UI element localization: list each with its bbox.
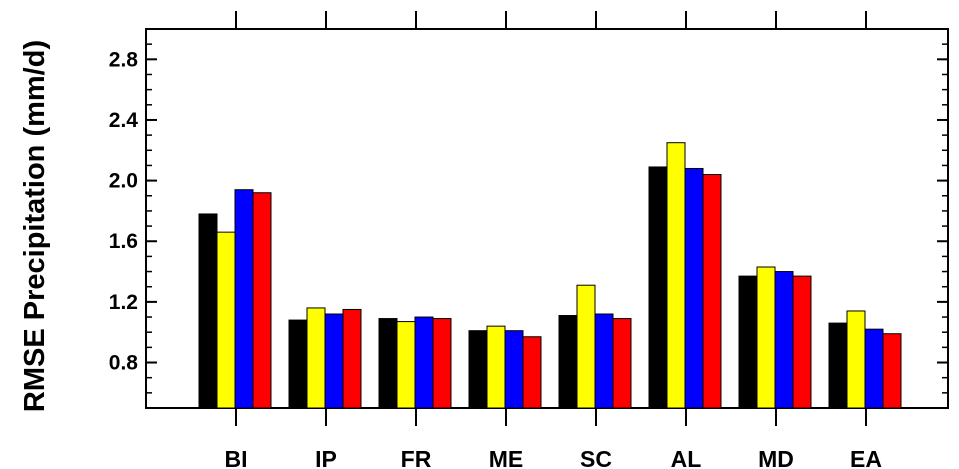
bar (198, 213, 218, 409)
bar (774, 271, 794, 409)
bar (684, 167, 704, 409)
bar (234, 189, 254, 409)
bar (702, 174, 722, 409)
bars (198, 142, 902, 409)
category-labels: BI IP FR ME SC AL MD EA (225, 446, 882, 469)
bar (288, 319, 308, 409)
y-tick-label: 0.8 (109, 352, 139, 375)
bar (522, 336, 542, 409)
bar (378, 318, 398, 409)
bottom-category-ticks (235, 408, 867, 426)
bar (468, 330, 488, 409)
bar (846, 310, 866, 409)
bar (738, 275, 758, 409)
bar (882, 333, 902, 409)
category-label: FR (401, 446, 432, 469)
bar (666, 142, 686, 409)
bar (612, 318, 632, 409)
y-axis-ticks: 0.8 1.2 1.6 2.0 2.4 2.8 (109, 43, 948, 394)
bar (576, 284, 596, 409)
y-tick-label: 2.8 (109, 48, 139, 71)
bar (306, 307, 326, 409)
plot-frame (145, 28, 949, 409)
bar (432, 318, 452, 409)
category-label: IP (315, 446, 337, 469)
bar (396, 321, 416, 409)
category-label: MD (758, 446, 794, 469)
bar (252, 192, 272, 409)
y-tick-label: 2.4 (109, 109, 139, 132)
bar (864, 328, 884, 409)
bar (756, 266, 776, 409)
bar (414, 316, 434, 409)
bar (648, 166, 668, 409)
category-label: EA (850, 446, 882, 469)
bar (486, 325, 506, 409)
bar (792, 275, 812, 409)
bar (558, 315, 578, 409)
bar (504, 330, 524, 409)
bar (216, 231, 236, 409)
bar (828, 322, 848, 409)
y-tick-label: 1.2 (109, 291, 138, 314)
category-label: BI (225, 446, 248, 469)
category-label: SC (580, 446, 612, 469)
bar (324, 313, 344, 409)
category-label: ME (489, 446, 524, 469)
y-tick-label: 1.6 (109, 230, 138, 253)
bar (594, 313, 614, 409)
category-label: AL (671, 446, 702, 469)
bar (342, 308, 362, 409)
y-axis-title: RMSE Precipitation (mm/d) (19, 40, 51, 412)
y-tick-label: 2.0 (109, 170, 138, 193)
top-category-ticks (235, 11, 867, 29)
